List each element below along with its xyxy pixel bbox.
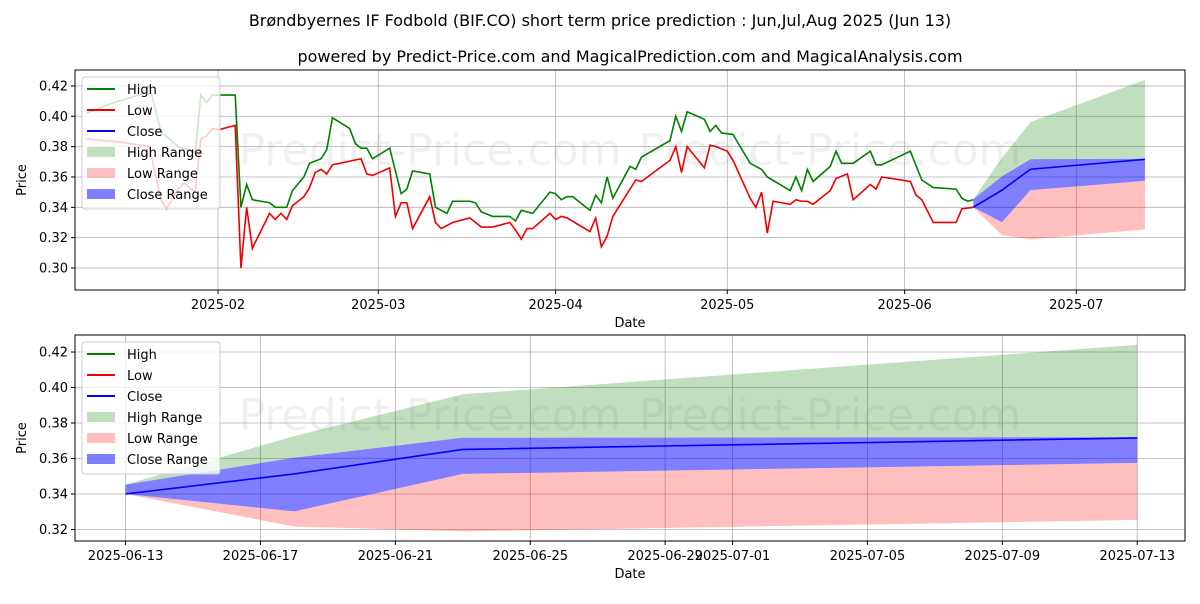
x-tick-label: 2025-05 — [700, 298, 754, 313]
legend-label-close-range: Close Range — [127, 453, 208, 468]
legend-label-low-range: Low Range — [127, 167, 198, 182]
watermark: Predict-Price.com — [239, 125, 622, 176]
x-tick-label: 2025-02 — [191, 298, 245, 313]
x-tick-label: 2025-06-29 — [627, 549, 703, 564]
chart-subtitle: powered by Predict-Price.com and Magical… — [297, 47, 962, 66]
legend-label-low: Low — [127, 369, 153, 384]
close-range-area — [125, 437, 1138, 512]
y-tick-label: 0.42 — [39, 346, 68, 361]
legend-swatch-close-range — [87, 454, 115, 464]
x-axis-label: Date — [614, 567, 645, 582]
plot-frame — [74, 334, 1186, 542]
y-axis-label: Price — [15, 422, 30, 454]
x-tick-label: 2025-06-21 — [358, 549, 434, 564]
x-tick-label: 2025-07-05 — [830, 549, 906, 564]
close-range-area — [973, 158, 1145, 223]
y-tick-label: 0.32 — [39, 231, 68, 246]
x-tick-label: 2025-06 — [877, 298, 931, 313]
y-tick-label: 0.40 — [39, 110, 68, 125]
low-line — [86, 124, 974, 269]
legend: High Low Close High Range Low Range Close Ran… — [81, 76, 221, 210]
high-range-area — [125, 344, 1138, 485]
legend-label-low-range: Low Range — [127, 432, 198, 447]
legend-label-high: High — [127, 83, 157, 98]
x-tick-label: 2025-03 — [351, 298, 405, 313]
low-range-area — [125, 462, 1138, 532]
plot-frame — [74, 69, 1186, 291]
legend-swatch-high-range — [87, 147, 115, 157]
legend-box — [81, 76, 221, 210]
y-tick-label: 0.42 — [39, 79, 68, 94]
watermark: Predict-Price.com — [639, 125, 1022, 176]
y-tick-label: 0.34 — [39, 201, 68, 216]
y-tick-label: 0.30 — [39, 262, 68, 277]
x-tick-label: 2025-06-17 — [223, 549, 299, 564]
legend-label-low: Low — [127, 104, 153, 119]
x-tick-label: 2025-07-09 — [965, 549, 1041, 564]
y-tick-label: 0.32 — [39, 523, 68, 538]
legend-label-high-range: High Range — [127, 411, 202, 426]
x-tick-label: 2025-07-01 — [695, 549, 771, 564]
x-tick-label: 2025-06-13 — [88, 549, 164, 564]
high-range-area — [973, 79, 1145, 200]
close-line — [125, 437, 1138, 495]
y-tick-label: 0.36 — [39, 170, 68, 185]
x-tick-label: 2025-06-25 — [492, 549, 568, 564]
legend-swatch-close-range — [87, 189, 115, 199]
y-axis-label: Price — [15, 164, 30, 196]
plot-area — [125, 344, 1138, 532]
y-tick-label: 0.36 — [39, 452, 68, 467]
watermark: Predict-Price.com — [639, 390, 1022, 441]
legend-swatch-high-range — [87, 412, 115, 422]
x-tick-label: 2025-04 — [528, 298, 582, 313]
legend-swatch-low-range — [87, 168, 115, 178]
legend-label-high-range: High Range — [127, 146, 202, 161]
legend-label-high: High — [127, 348, 157, 363]
legend-label-close: Close — [127, 390, 162, 405]
top-history-chart: Predict-Price.com Predict-Price.com 0.30 0.… — [15, 69, 1186, 331]
x-tick-label: 2025-07 — [1049, 298, 1103, 313]
x-axis-label: Date — [614, 316, 645, 331]
legend-label-close-range: Close Range — [127, 188, 208, 203]
bottom-forecast-chart: Predict-Price.com Predict-Price.com 0.32 0.… — [15, 334, 1186, 582]
low-range-area — [973, 180, 1145, 240]
legend: High Low Close High Range Low Range Close Ran… — [81, 341, 221, 475]
chart-title: Brøndbyernes IF Fodbold (BIF.CO) short t… — [249, 11, 951, 30]
legend-box — [81, 341, 221, 475]
y-tick-label: 0.38 — [39, 417, 68, 432]
watermark: Predict-Price.com — [239, 390, 622, 441]
y-tick-label: 0.34 — [39, 487, 68, 502]
legend-swatch-low-range — [87, 433, 115, 443]
close-line — [972, 158, 1146, 208]
plot-area — [86, 79, 1146, 269]
x-tick-label: 2025-07-13 — [1099, 549, 1175, 564]
high-line — [86, 84, 974, 223]
legend-label-close: Close — [127, 125, 162, 140]
y-tick-label: 0.40 — [39, 381, 68, 396]
y-tick-label: 0.38 — [39, 140, 68, 155]
